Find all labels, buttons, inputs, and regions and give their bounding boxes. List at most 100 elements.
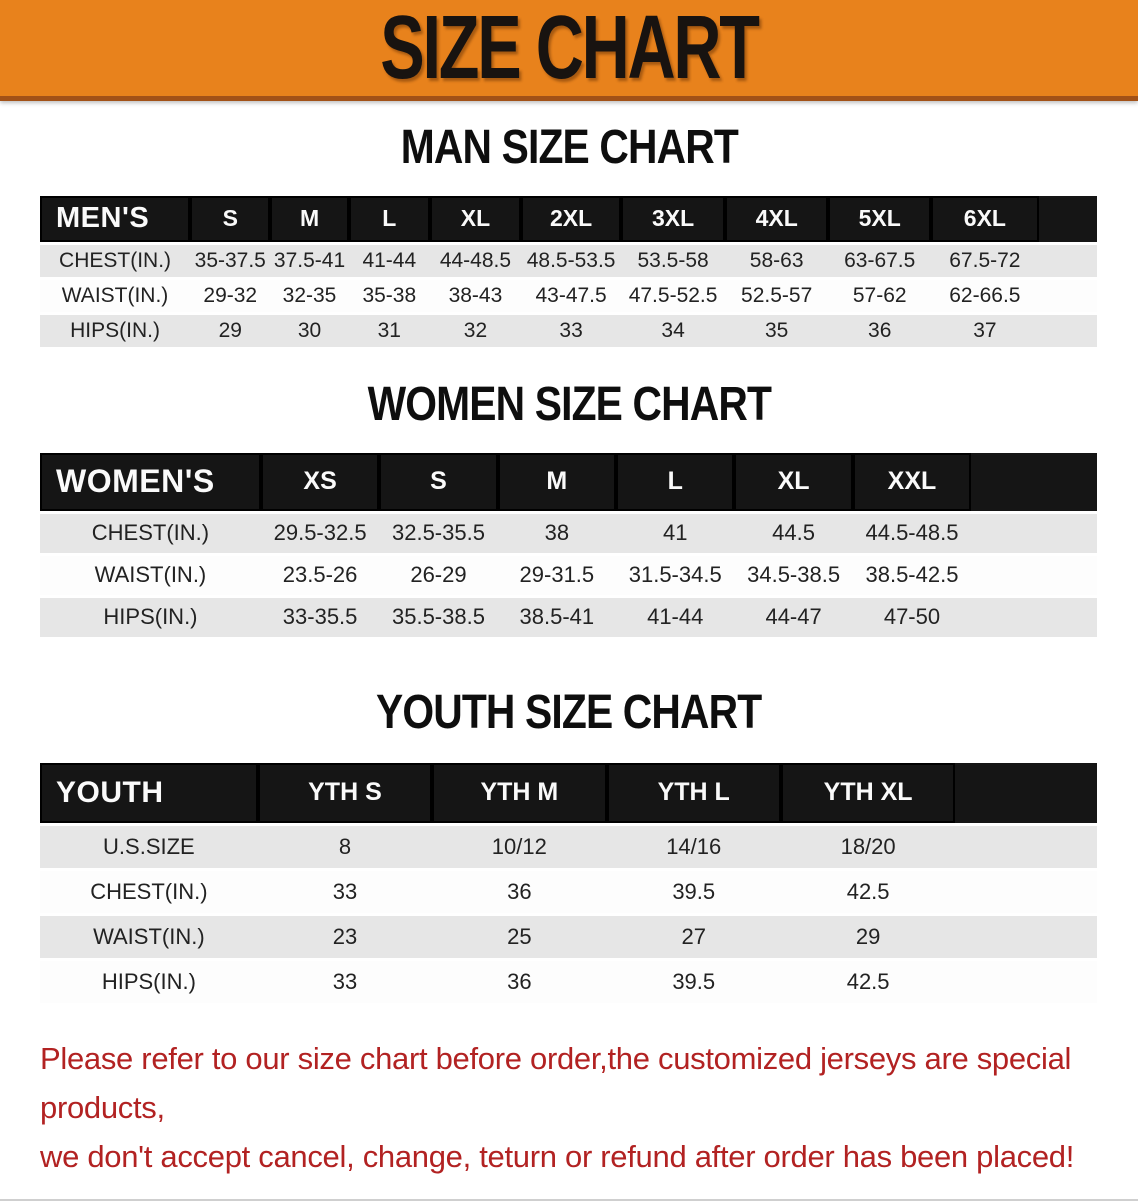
size-value-cell: 33-35.5 [282, 604, 358, 630]
row-label: CHEST(IN.) [91, 520, 210, 546]
size-value-cell: 25 [507, 923, 532, 949]
size-column-header: L [616, 453, 734, 511]
row-label: CHEST(IN.) [90, 878, 208, 904]
measurement-row: HIPS(IN.) 33 36 39.5 42.5 [40, 960, 1097, 1003]
size-value-cell: 36 [507, 968, 532, 994]
size-chart-section: MAN SIZE CHART MEN'S S M L XL 2XL 3XL 4XL 5XL 6XL C… [0, 123, 1138, 350]
size-value-cell: 33 [559, 318, 583, 342]
size-value-cell: 31.5-34.5 [628, 562, 722, 588]
measurement-row: HIPS(IN.) 33-35.5 35.5-38.5 38.5-41 41-44 44-… [40, 597, 1097, 637]
size-value-cell: 34.5-38.5 [747, 562, 841, 588]
measurement-row: WAIST(IN.) 23 25 27 29 [40, 915, 1097, 958]
size-value-cell: 38 [544, 520, 570, 546]
size-value-cell: 53.5-58 [637, 248, 709, 272]
size-column-header: 3XL [621, 196, 725, 242]
section-heading-text: YOUTH SIZE CHART [376, 685, 762, 739]
table-header-row: YOUTH YTH S YTH M YTH L YTH XL [40, 762, 1097, 823]
row-spacer [1039, 280, 1097, 312]
size-value-cell: 8 [338, 833, 352, 859]
size-column-header: S [190, 196, 270, 242]
disclaimer-line-2: we don't accept cancel, change, teturn o… [40, 1138, 1075, 1174]
size-value-cell: 32.5-35.5 [391, 520, 485, 546]
size-value-cell: 10/12 [491, 833, 547, 859]
size-value-cell: 41-44 [362, 248, 417, 272]
measurement-row: CHEST(IN.) 33 36 39.5 42.5 [40, 870, 1097, 913]
measurement-row: CHEST(IN.) 35-37.5 37.5-41 41-44 44-48.5 48.5… [40, 244, 1097, 277]
size-value-cell: 47-50 [883, 604, 941, 630]
size-value-cell: 67.5-72 [949, 248, 1021, 272]
size-value-cell: 32-35 [282, 283, 337, 307]
size-value-cell: 35 [764, 318, 789, 342]
size-column-header: XXL [853, 453, 971, 511]
size-value-cell: 35-37.5 [194, 248, 266, 272]
size-column-header: YTH S [258, 763, 432, 823]
row-spacer [955, 916, 1097, 958]
size-value-cell: 38.5-42.5 [865, 562, 959, 588]
size-column-header: YTH L [607, 763, 781, 823]
row-spacer [971, 556, 1097, 595]
row-label: CHEST(IN.) [59, 248, 172, 272]
size-column-header: 5XL [828, 196, 931, 242]
size-value-cell: 23 [332, 923, 358, 949]
group-label: WOMEN'S [40, 453, 261, 511]
size-value-cell: 33 [332, 968, 358, 994]
row-spacer [955, 871, 1097, 913]
size-column-header: S [379, 453, 497, 511]
disclaimer: Please refer to our size chart before or… [40, 1034, 1108, 1181]
size-value-cell: 42.5 [846, 878, 890, 904]
row-spacer [1039, 245, 1097, 277]
size-value-cell: 26-29 [410, 562, 467, 588]
size-value-cell: 29 [218, 318, 242, 342]
row-label: WAIST(IN.) [93, 923, 205, 949]
size-table: YOUTH YTH S YTH M YTH L YTH XL U.S.SIZE 8 10/12… [40, 760, 1097, 1006]
row-label: U.S.SIZE [103, 833, 195, 859]
row-spacer [955, 961, 1097, 1003]
size-value-cell: 29-31.5 [519, 562, 595, 588]
table-header-row: MEN'S S M L XL 2XL 3XL 4XL 5XL 6XL [40, 195, 1097, 242]
size-value-cell: 48.5-53.5 [526, 248, 616, 272]
row-spacer [1039, 315, 1097, 347]
size-column-header: L [349, 196, 430, 242]
size-value-cell: 43-47.5 [535, 283, 607, 307]
row-label: WAIST(IN.) [61, 283, 169, 307]
measurement-row: WAIST(IN.) 23.5-26 26-29 29-31.5 31.5-34.5 34… [40, 555, 1097, 595]
size-value-cell: 38-43 [448, 283, 503, 307]
size-value-cell: 30 [297, 318, 322, 342]
size-value-cell: 35.5-38.5 [391, 604, 485, 630]
size-value-cell: 37.5-41 [273, 248, 346, 272]
size-value-cell: 18/20 [840, 833, 896, 859]
size-column-header: YTH XL [781, 763, 955, 823]
disclaimer-line-1: Please refer to our size chart before or… [40, 1040, 1072, 1125]
size-column-header: 2XL [521, 196, 621, 242]
size-value-cell: 29 [855, 923, 881, 949]
size-value-cell: 36 [868, 318, 892, 342]
size-value-cell: 33 [332, 878, 358, 904]
size-value-cell: 44.5 [772, 520, 815, 546]
measurement-row: HIPS(IN.) 29 30 31 32 33 34 35 36 37 [40, 314, 1097, 347]
size-value-cell: 34 [661, 318, 685, 342]
row-spacer [971, 514, 1097, 553]
size-value-cell: 41-44 [647, 604, 704, 630]
group-label: MEN'S [40, 196, 190, 242]
row-label: HIPS(IN.) [103, 604, 198, 630]
size-column-header: M [498, 453, 616, 511]
size-column-header: XL [430, 196, 521, 242]
size-column-header: 6XL [931, 196, 1039, 242]
size-value-cell: 62-66.5 [949, 283, 1021, 307]
section-heading: WOMEN SIZE CHART [0, 379, 1138, 430]
size-value-cell: 38.5-41 [519, 604, 595, 630]
size-value-cell: 44-47 [765, 604, 822, 630]
group-label: YOUTH [40, 763, 258, 823]
row-label: HIPS(IN.) [70, 318, 160, 342]
size-value-cell: 63-67.5 [844, 248, 916, 272]
row-spacer [971, 598, 1097, 637]
section-heading-text: MAN SIZE CHART [400, 121, 738, 174]
row-label: WAIST(IN.) [94, 562, 207, 588]
size-chart-section: WOMEN SIZE CHART WOMEN'S XS S M L XL XXL CHEST(I… [0, 379, 1138, 640]
size-value-cell: 58-63 [749, 248, 804, 272]
size-value-cell: 23.5-26 [282, 562, 358, 588]
size-value-cell: 42.5 [846, 968, 890, 994]
size-value-cell: 35-38 [362, 283, 417, 307]
size-value-cell: 47.5-52.5 [628, 283, 718, 307]
